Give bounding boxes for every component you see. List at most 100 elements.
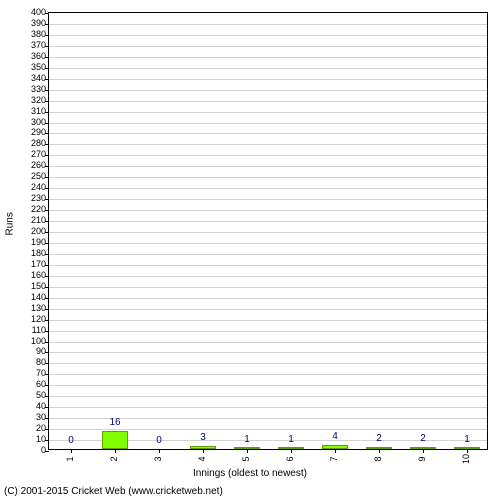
y-axis-title: Runs — [5, 212, 16, 235]
y-tick-label: 160 — [31, 270, 46, 280]
y-tick-label: 240 — [31, 182, 46, 192]
x-tick-mark — [467, 449, 468, 453]
gridline — [49, 320, 487, 321]
gridline — [49, 342, 487, 343]
bar-value-label: 3 — [200, 432, 206, 443]
gridline — [49, 123, 487, 124]
gridline — [49, 298, 487, 299]
gridline — [49, 112, 487, 113]
y-tick-label: 350 — [31, 62, 46, 72]
gridline — [49, 133, 487, 134]
bar-value-label: 1 — [244, 434, 250, 445]
y-tick-label: 250 — [31, 171, 46, 181]
y-tick-label: 40 — [36, 401, 46, 411]
gridline — [49, 90, 487, 91]
gridline — [49, 57, 487, 58]
x-tick-mark — [379, 449, 380, 453]
y-tick-label: 400 — [31, 7, 46, 17]
y-tick-label: 190 — [31, 237, 46, 247]
x-tick-mark — [291, 449, 292, 453]
bar-value-label: 2 — [376, 433, 382, 444]
bar — [102, 431, 128, 449]
x-tick-label: 6 — [285, 456, 295, 461]
y-tick-label: 300 — [31, 117, 46, 127]
plot-area: 01603114221 — [48, 12, 488, 450]
gridline — [49, 199, 487, 200]
y-tick-label: 380 — [31, 29, 46, 39]
gridline — [49, 254, 487, 255]
y-tick-label: 60 — [36, 379, 46, 389]
x-tick-mark — [247, 449, 248, 453]
gridline — [49, 385, 487, 386]
gridline — [49, 221, 487, 222]
bar-value-label: 4 — [332, 431, 338, 442]
gridline — [49, 210, 487, 211]
x-tick-mark — [335, 449, 336, 453]
gridline — [49, 177, 487, 178]
bar-value-label: 1 — [464, 434, 470, 445]
gridline — [49, 24, 487, 25]
gridline — [49, 144, 487, 145]
bar-value-label: 16 — [109, 417, 120, 428]
y-tick-label: 30 — [36, 412, 46, 422]
y-tick-label: 0 — [41, 445, 46, 455]
x-tick-mark — [115, 449, 116, 453]
gridline — [49, 396, 487, 397]
gridline — [49, 331, 487, 332]
gridline — [49, 363, 487, 364]
y-tick-label: 370 — [31, 40, 46, 50]
copyright-text: (C) 2001-2015 Cricket Web (www.cricketwe… — [4, 486, 223, 497]
y-tick-label: 20 — [36, 423, 46, 433]
gridline — [49, 46, 487, 47]
gridline — [49, 35, 487, 36]
x-tick-mark — [423, 449, 424, 453]
x-tick-label: 5 — [241, 456, 251, 461]
y-tick-label: 100 — [31, 336, 46, 346]
gridline — [49, 166, 487, 167]
gridline — [49, 79, 487, 80]
y-tick-label: 70 — [36, 368, 46, 378]
y-tick-label: 360 — [31, 51, 46, 61]
y-tick-label: 340 — [31, 73, 46, 83]
y-tick-label: 230 — [31, 193, 46, 203]
y-tick-label: 280 — [31, 138, 46, 148]
y-tick-label: 180 — [31, 248, 46, 258]
chart-container: 01603114221 — [48, 12, 488, 450]
gridline — [49, 276, 487, 277]
y-tick-label: 200 — [31, 226, 46, 236]
x-tick-label: 8 — [373, 456, 383, 461]
bar-value-label: 2 — [420, 433, 426, 444]
x-tick-label: 3 — [153, 456, 163, 461]
gridline — [49, 352, 487, 353]
y-tick-label: 320 — [31, 95, 46, 105]
y-tick-label: 110 — [32, 325, 46, 335]
y-tick-label: 50 — [36, 390, 46, 400]
x-tick-label: 1 — [65, 456, 75, 461]
y-tick-label: 10 — [36, 434, 46, 444]
gridline — [49, 155, 487, 156]
x-tick-label: 2 — [109, 456, 119, 461]
x-tick-label: 4 — [197, 456, 207, 461]
x-axis-title: Innings (oldest to newest) — [0, 468, 500, 479]
y-tick-label: 290 — [31, 127, 46, 137]
x-tick-label: 9 — [417, 456, 427, 461]
gridline — [49, 309, 487, 310]
y-tick-label: 90 — [36, 346, 46, 356]
gridline — [49, 243, 487, 244]
bar-value-label: 0 — [156, 435, 162, 446]
y-tick-label: 390 — [31, 18, 46, 28]
y-tick-label: 260 — [31, 160, 46, 170]
y-tick-label: 170 — [31, 259, 46, 269]
x-tick-mark — [203, 449, 204, 453]
y-tick-label: 80 — [36, 357, 46, 367]
y-tick-label: 270 — [31, 149, 46, 159]
y-tick-label: 210 — [31, 215, 46, 225]
gridline — [49, 407, 487, 408]
x-tick-label: 7 — [329, 456, 339, 461]
y-tick-label: 140 — [31, 292, 46, 302]
gridline — [49, 101, 487, 102]
gridline — [49, 287, 487, 288]
x-tick-mark — [71, 449, 72, 453]
gridline — [49, 374, 487, 375]
y-tick-label: 330 — [31, 84, 46, 94]
